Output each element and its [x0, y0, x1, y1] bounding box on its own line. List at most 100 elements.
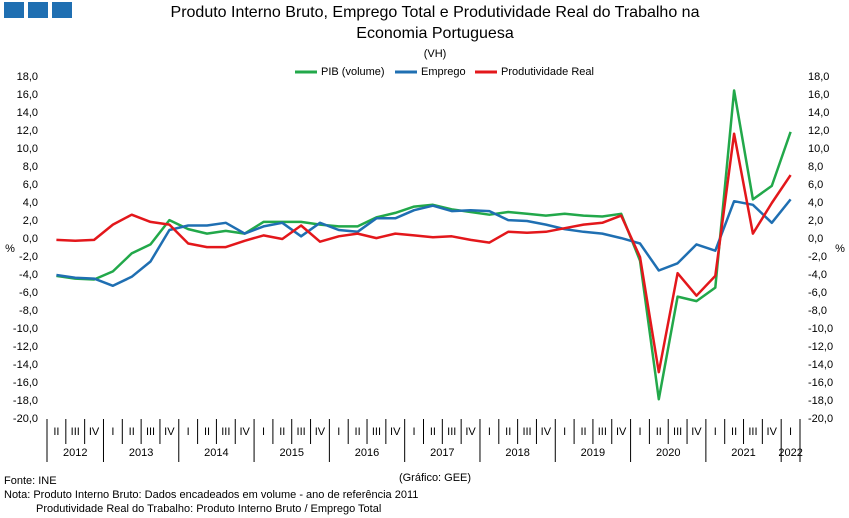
x-tick-label: II	[279, 426, 285, 438]
chart-title: Economia Portuguesa	[356, 25, 514, 42]
credit: (Gráfico: GEE)	[399, 472, 471, 484]
x-tick-label: II	[53, 426, 59, 438]
x-tick-label: IV	[541, 426, 552, 438]
y-tick-label: -20,0	[13, 413, 38, 425]
x-tick-label: III	[522, 426, 531, 438]
y-tick-label: -8,0	[19, 305, 38, 317]
x-tick-label: I	[563, 426, 566, 438]
y2-tick-label: 8,0	[808, 161, 823, 173]
x-tick-label: II	[656, 426, 662, 438]
y2-axis-label: %	[835, 243, 845, 255]
x-tick-label: I	[488, 426, 491, 438]
y-tick-label: 12,0	[17, 125, 38, 137]
chart-title: Produto Interno Bruto, Emprego Total e P…	[171, 4, 700, 21]
x-group-label: 2015	[279, 447, 303, 459]
legend-label: Emprego	[421, 66, 466, 78]
x-tick-label: IV	[239, 426, 250, 438]
y-tick-label: -12,0	[13, 341, 38, 353]
y-tick-label: 4,0	[23, 197, 38, 209]
y2-tick-label: -10,0	[808, 323, 833, 335]
y-tick-label: -16,0	[13, 377, 38, 389]
y2-tick-label: 2,0	[808, 215, 823, 227]
x-tick-label: II	[129, 426, 135, 438]
x-group-label: 2014	[204, 447, 228, 459]
x-group-label: 2019	[581, 447, 605, 459]
y-tick-label: -6,0	[19, 287, 38, 299]
y2-tick-label: -12,0	[808, 341, 833, 353]
x-tick-label: IV	[89, 426, 100, 438]
x-tick-label: I	[187, 426, 190, 438]
y2-tick-label: -4,0	[808, 269, 827, 281]
legend-label: PIB (volume)	[321, 66, 385, 78]
x-group-label: 2021	[731, 447, 755, 459]
y-tick-label: 2,0	[23, 215, 38, 227]
y-tick-label: 0,0	[23, 233, 38, 245]
x-tick-label: IV	[465, 426, 476, 438]
y2-tick-label: 10,0	[808, 143, 829, 155]
y2-tick-label: -20,0	[808, 413, 833, 425]
x-tick-label: III	[146, 426, 155, 438]
x-tick-label: II	[505, 426, 511, 438]
x-tick-label: I	[638, 426, 641, 438]
x-tick-label: III	[598, 426, 607, 438]
y2-tick-label: 4,0	[808, 197, 823, 209]
series-line	[56, 198, 792, 288]
x-tick-label: III	[372, 426, 381, 438]
y2-tick-label: -8,0	[808, 305, 827, 317]
series-line	[56, 89, 792, 401]
y2-tick-label: -14,0	[808, 359, 833, 371]
y2-tick-label: -2,0	[808, 251, 827, 263]
logo-block	[28, 2, 48, 18]
x-tick-label: I	[714, 426, 717, 438]
x-tick-label: III	[673, 426, 682, 438]
logo-block	[4, 2, 24, 18]
logo-block	[52, 2, 72, 18]
legend-label: Produtividade Real	[501, 66, 594, 78]
series-line	[56, 132, 792, 374]
x-tick-label: III	[297, 426, 306, 438]
y-tick-label: 10,0	[17, 143, 38, 155]
x-group-label: 2020	[656, 447, 680, 459]
y2-tick-label: 14,0	[808, 107, 829, 119]
y2-tick-label: 0,0	[808, 233, 823, 245]
x-tick-label: I	[413, 426, 416, 438]
x-tick-label: I	[262, 426, 265, 438]
y-tick-label: -4,0	[19, 269, 38, 281]
y-tick-label: 16,0	[17, 89, 38, 101]
source: Fonte: INE	[4, 475, 57, 487]
x-group-label: 2012	[63, 447, 87, 459]
y2-tick-label: -16,0	[808, 377, 833, 389]
x-tick-label: III	[71, 426, 80, 438]
x-tick-label: II	[430, 426, 436, 438]
x-tick-label: II	[731, 426, 737, 438]
y-tick-label: 18,0	[17, 71, 38, 83]
x-tick-label: I	[111, 426, 114, 438]
x-group-label: 2018	[505, 447, 529, 459]
x-group-label: 2022	[778, 447, 802, 459]
x-tick-label: IV	[315, 426, 326, 438]
y2-tick-label: -6,0	[808, 287, 827, 299]
x-tick-label: II	[580, 426, 586, 438]
x-tick-label: IV	[767, 426, 778, 438]
x-tick-label: I	[789, 426, 792, 438]
x-group-label: 2017	[430, 447, 454, 459]
x-tick-label: III	[221, 426, 230, 438]
y-tick-label: -10,0	[13, 323, 38, 335]
x-tick-label: I	[337, 426, 340, 438]
x-group-label: 2013	[129, 447, 153, 459]
x-tick-label: IV	[691, 426, 702, 438]
x-tick-label: II	[355, 426, 361, 438]
y-tick-label: 14,0	[17, 107, 38, 119]
x-tick-label: III	[748, 426, 757, 438]
x-tick-label: III	[447, 426, 456, 438]
y2-tick-label: 12,0	[808, 125, 829, 137]
y2-tick-label: 16,0	[808, 89, 829, 101]
x-group-label: 2016	[355, 447, 379, 459]
y-tick-label: 8,0	[23, 161, 38, 173]
note: Produtividade Real do Trabalho: Produto …	[36, 503, 381, 515]
note: Nota: Produto Interno Bruto: Dados encad…	[4, 489, 418, 501]
y-tick-label: -2,0	[19, 251, 38, 263]
y-tick-label: 6,0	[23, 179, 38, 191]
chart-subtitle: (VH)	[424, 48, 447, 60]
